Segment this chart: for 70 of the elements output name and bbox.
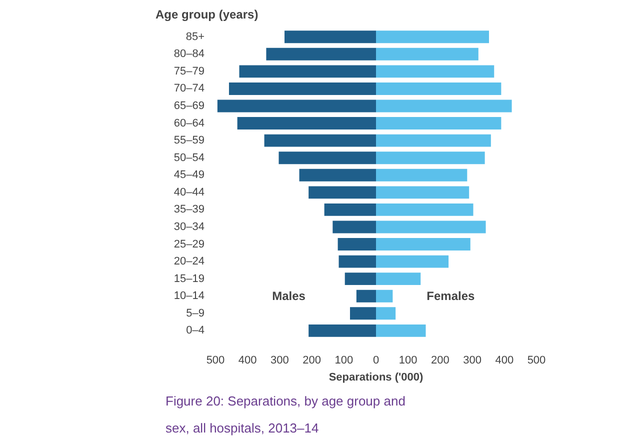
y-tick-label: 15–19 xyxy=(174,272,205,285)
x-tick-label: 400 xyxy=(495,354,514,366)
y-tick-label: 75–79 xyxy=(174,65,205,78)
x-tick-label: 100 xyxy=(334,354,354,366)
bar xyxy=(376,220,486,234)
chart-title: Age group (years) xyxy=(156,8,258,22)
bar xyxy=(217,100,376,112)
bar xyxy=(376,152,485,164)
bar xyxy=(376,30,489,44)
bar xyxy=(338,255,376,268)
x-tick-label: 500 xyxy=(527,354,546,366)
bar xyxy=(338,238,376,250)
y-tick-label: 85+ xyxy=(186,30,205,43)
x-tick-label: 100 xyxy=(398,354,418,366)
x-tick-label: 200 xyxy=(302,354,321,366)
bar xyxy=(376,203,474,216)
x-tick-label: 300 xyxy=(270,354,289,366)
bar xyxy=(376,324,426,337)
y-tick-label: 55–59 xyxy=(174,134,205,147)
x-tick-label: 500 xyxy=(206,354,225,366)
y-tick-label: 40–44 xyxy=(174,186,205,198)
bar xyxy=(308,186,376,199)
bar xyxy=(266,48,376,60)
bar xyxy=(376,100,512,112)
bar xyxy=(376,134,491,147)
bar xyxy=(350,307,376,320)
bar xyxy=(376,168,468,182)
bar xyxy=(284,30,376,44)
x-tick-label: 200 xyxy=(431,354,450,366)
y-tick-label: 80–84 xyxy=(174,48,205,60)
y-tick-label: 25–29 xyxy=(174,238,205,250)
bar xyxy=(376,255,449,268)
bar xyxy=(376,48,478,60)
y-tick-label: 10–14 xyxy=(174,290,205,302)
bar xyxy=(324,203,376,216)
bar xyxy=(376,272,421,286)
bar xyxy=(237,117,376,130)
bar xyxy=(228,82,376,95)
y-tick-label: 0–4 xyxy=(186,324,205,337)
x-axis-title: Separations ('000) xyxy=(328,372,424,384)
bar xyxy=(376,117,502,130)
bar xyxy=(239,65,376,78)
bar xyxy=(344,272,376,286)
bar xyxy=(299,168,376,182)
bar xyxy=(376,186,470,199)
y-tick-label: 30–34 xyxy=(174,220,205,233)
bar xyxy=(376,307,396,320)
bar xyxy=(376,238,470,250)
bar xyxy=(332,220,376,234)
y-tick-label: 5–9 xyxy=(186,307,205,320)
x-tick-label: 300 xyxy=(463,354,482,366)
y-tick-label: 70–74 xyxy=(174,82,205,95)
bar xyxy=(376,290,393,302)
caption: Figure 20: Separations, by age group and sex, all hospitals, 2013–14 xyxy=(166,394,406,436)
bar xyxy=(376,65,494,78)
series-label: Females xyxy=(426,289,476,304)
bar xyxy=(308,324,376,337)
y-tick-label: 60–64 xyxy=(174,117,205,130)
bar xyxy=(264,134,376,147)
x-tick-label: 0 xyxy=(372,354,380,366)
bar xyxy=(376,82,502,95)
bar xyxy=(356,290,376,302)
series-label: Males xyxy=(272,289,306,304)
y-tick-label: 45–49 xyxy=(174,169,205,182)
y-tick-label: 65–69 xyxy=(174,100,205,112)
y-tick-label: 50–54 xyxy=(174,152,205,164)
bar xyxy=(278,152,376,164)
x-tick-label: 400 xyxy=(238,354,257,366)
y-tick-label: 20–24 xyxy=(174,256,205,268)
y-tick-label: 35–39 xyxy=(174,204,205,216)
